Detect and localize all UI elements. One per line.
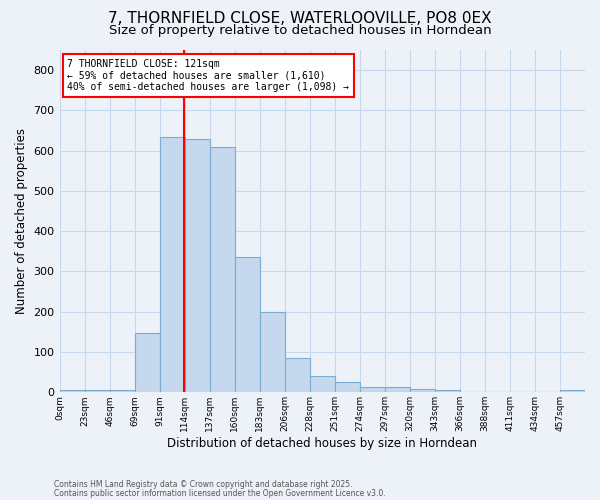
Bar	[385, 388, 410, 392]
Bar	[209, 146, 235, 392]
Text: Contains HM Land Registry data © Crown copyright and database right 2025.: Contains HM Land Registry data © Crown c…	[54, 480, 353, 489]
Bar	[85, 390, 110, 392]
Bar	[59, 390, 85, 392]
Y-axis label: Number of detached properties: Number of detached properties	[15, 128, 28, 314]
Bar	[310, 376, 335, 392]
Text: Contains public sector information licensed under the Open Government Licence v3: Contains public sector information licen…	[54, 488, 386, 498]
Text: 7, THORNFIELD CLOSE, WATERLOOVILLE, PO8 0EX: 7, THORNFIELD CLOSE, WATERLOOVILLE, PO8 …	[108, 11, 492, 26]
Bar	[260, 312, 285, 392]
Bar	[110, 390, 134, 392]
Text: Size of property relative to detached houses in Horndean: Size of property relative to detached ho…	[109, 24, 491, 37]
Bar	[360, 388, 385, 392]
Bar	[435, 390, 460, 392]
Bar	[185, 138, 209, 392]
Bar	[235, 258, 260, 392]
Bar	[160, 136, 185, 392]
Bar	[560, 390, 585, 392]
Bar	[335, 382, 360, 392]
Bar	[410, 390, 435, 392]
Bar	[134, 332, 160, 392]
X-axis label: Distribution of detached houses by size in Horndean: Distribution of detached houses by size …	[167, 437, 477, 450]
Bar	[285, 358, 310, 392]
Text: 7 THORNFIELD CLOSE: 121sqm
← 59% of detached houses are smaller (1,610)
40% of s: 7 THORNFIELD CLOSE: 121sqm ← 59% of deta…	[67, 58, 349, 92]
